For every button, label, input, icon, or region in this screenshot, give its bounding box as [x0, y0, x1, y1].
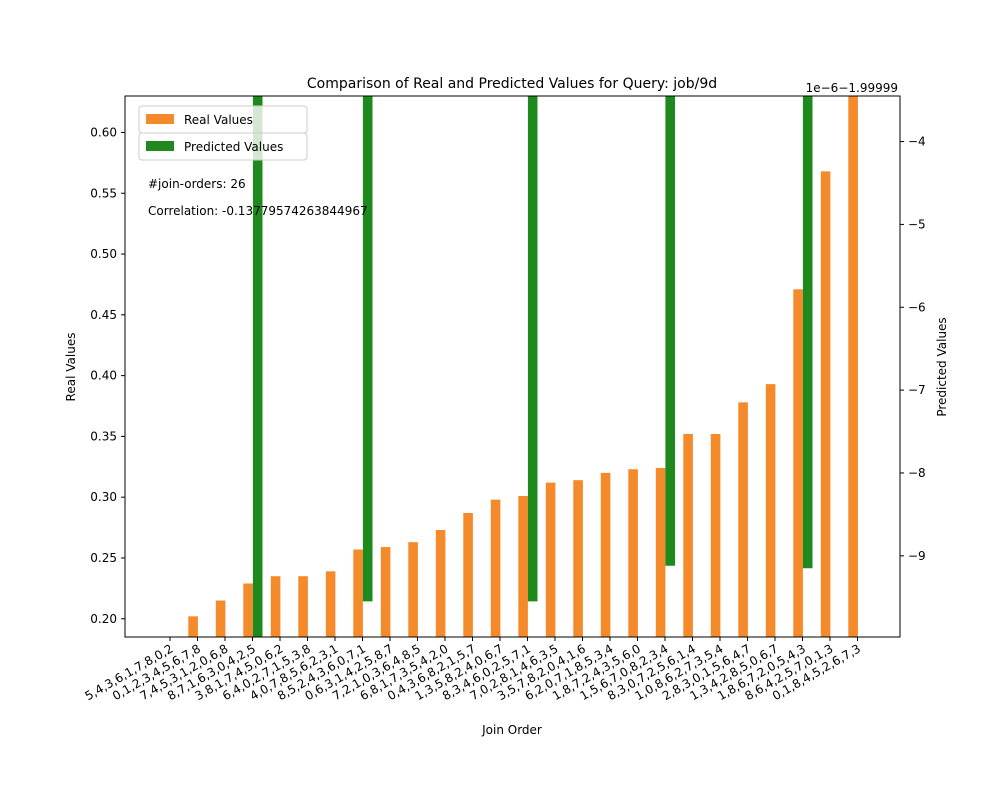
real-value-bar: [710, 433, 721, 637]
right-y-tick-label: −4: [908, 135, 926, 149]
real-value-bar: [188, 616, 198, 637]
real-value-bar: [518, 495, 528, 637]
legend-predicted-values: Predicted Values: [138, 132, 308, 161]
predicted-value-bar: [362, 96, 373, 602]
real-values-bars: [188, 96, 858, 637]
left-y-tick-label: 0.35: [90, 429, 117, 443]
real-value-bar: [848, 96, 858, 637]
predicted-value-bar: [252, 96, 263, 637]
real-value-bar: [215, 600, 226, 637]
right-y-tick-label: −8: [908, 466, 926, 480]
right-axis-offset-text: 1e−6−1.99999: [806, 81, 898, 95]
real-value-bar: [628, 469, 638, 637]
real-value-bar: [820, 171, 831, 637]
real-value-bar: [325, 571, 336, 637]
predicted-value-bar: [527, 96, 538, 602]
legend-label-real: Real Values: [184, 113, 253, 127]
left-y-tick-label: 0.60: [90, 125, 117, 139]
real-value-bar: [243, 583, 253, 637]
real-value-bar: [765, 384, 776, 637]
right-y-tick-label: −5: [908, 217, 926, 231]
left-y-tick-label: 0.25: [90, 551, 117, 565]
annotation-correlation: Correlation: -0.13779574263844967: [148, 204, 368, 218]
annotation-join-orders: #join-orders: 26: [148, 177, 246, 191]
right-y-tick-label: −6: [908, 300, 926, 314]
left-y-tick-label: 0.30: [90, 490, 117, 504]
legend-swatch-real: [146, 114, 174, 124]
real-value-bar: [793, 289, 803, 637]
real-value-bar: [600, 472, 611, 637]
real-value-bar: [683, 433, 693, 637]
predicted-value-bar: [802, 96, 813, 569]
left-y-axis-label: Real Values: [64, 333, 78, 402]
real-value-bar: [490, 499, 501, 637]
real-value-bar: [298, 576, 308, 637]
left-y-tick-label: 0.20: [90, 612, 117, 626]
predicted-value-bar: [665, 96, 675, 566]
plot-frame: [124, 95, 901, 638]
right-y-axis: −4 −5 −6 −7 −8 −9: [900, 135, 926, 563]
real-value-bar: [270, 576, 281, 637]
right-y-tick-label: −7: [908, 383, 926, 397]
legend-real-values: Real Values: [138, 105, 308, 134]
real-value-bar: [463, 512, 473, 637]
chart-title: Comparison of Real and Predicted Values …: [307, 76, 717, 92]
real-value-bar: [545, 482, 556, 637]
x-axis-label: Join Order: [481, 723, 542, 737]
right-y-tick-label: −9: [908, 549, 926, 563]
legend-label-predicted: Predicted Values: [184, 140, 283, 154]
left-y-tick-label: 0.40: [90, 369, 117, 383]
left-y-tick-label: 0.50: [90, 247, 117, 261]
left-y-axis: 0.20 0.25 0.30 0.35 0.40 0.45 0.50 0.55 0.60: [90, 125, 125, 626]
real-value-bar: [380, 547, 391, 637]
real-value-bar: [435, 530, 446, 637]
real-value-bar: [573, 480, 583, 637]
real-value-bar: [655, 468, 666, 637]
left-y-tick-label: 0.45: [90, 308, 117, 322]
x-axis: 5,4,3,6,1,7,8,0,20,1,2,3,4,5,6,7,87,4,5,…: [83, 637, 863, 703]
left-y-tick-label: 0.55: [90, 186, 117, 200]
real-value-bar: [353, 549, 363, 637]
real-value-bar: [738, 402, 748, 637]
legend-swatch-predicted: [146, 141, 174, 151]
predicted-values-bars: [252, 96, 813, 637]
right-y-axis-label: Predicted Values: [935, 317, 949, 416]
real-value-bar: [408, 542, 418, 637]
